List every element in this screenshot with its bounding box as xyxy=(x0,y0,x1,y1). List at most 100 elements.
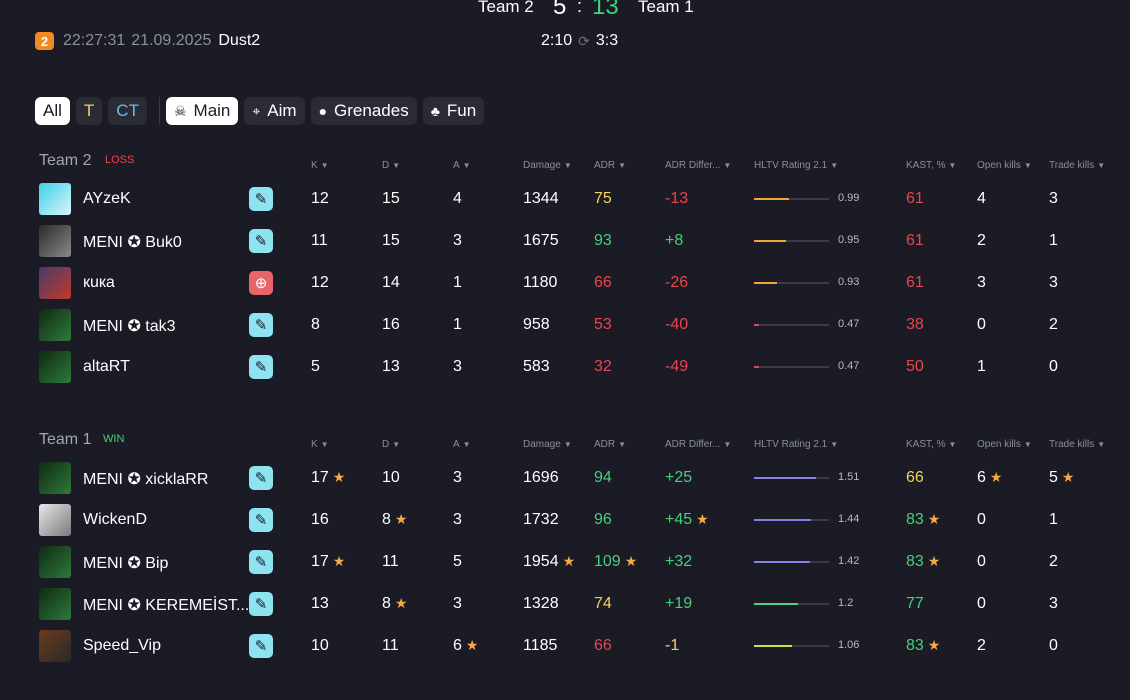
stat-value: -1 xyxy=(665,637,680,654)
stat-value: 66 xyxy=(906,469,924,486)
sort-caret-icon: ▼ xyxy=(618,440,627,449)
stat-value: 3 xyxy=(1049,190,1058,207)
player-name[interactable]: WickenD xyxy=(83,511,148,528)
stat-k: 13 xyxy=(311,595,329,613)
stat-value: 83 xyxy=(906,553,924,570)
stat-value: 77 xyxy=(906,595,924,612)
filter-all[interactable]: All xyxy=(35,97,70,125)
stat-value: 1328 xyxy=(523,595,559,612)
player-name[interactable]: MENI ✪ KEREMEİST... xyxy=(83,597,250,614)
crosshair-icon: ⌖ xyxy=(252,102,261,119)
sort-caret-icon: ▼ xyxy=(1023,440,1032,449)
filter-divider xyxy=(158,97,160,125)
column-header[interactable]: D ▼ xyxy=(382,160,400,171)
column-header[interactable]: Trade kills ▼ xyxy=(1049,439,1105,450)
pencil-icon: ✎ xyxy=(254,470,268,487)
stat-adr-diff: +8 xyxy=(665,232,683,250)
stat-open: 0 xyxy=(977,316,986,334)
pencil-icon: ✎ xyxy=(254,596,268,613)
player-row[interactable]: WickenD ✎ 16 8 ★ 3 1732 96 +45 ★ 1.44 83 ★ 0 1 xyxy=(0,504,1130,536)
rating-value: 0.95 xyxy=(838,234,860,246)
column-header[interactable]: ADR ▼ xyxy=(594,439,626,450)
column-header[interactable]: K ▼ xyxy=(311,439,329,450)
column-header[interactable]: HLTV Rating 2.1 ▼ xyxy=(754,439,838,450)
rating-bar-fill xyxy=(754,477,816,479)
stat-value: -13 xyxy=(665,190,689,207)
column-header-label: Open kills xyxy=(977,439,1021,450)
column-header[interactable]: ADR Differ... ▼ xyxy=(665,439,731,450)
player-row[interactable]: MENI ✪ Buk0 ✎ 11 15 3 1675 93 +8 0.95 61 2 1 xyxy=(0,225,1130,257)
stat-value: 1180 xyxy=(523,274,558,291)
stat-value: 0 xyxy=(977,316,986,333)
player-row[interactable]: MENI ✪ Bip ✎ 17 ★ 11 5 1954 ★ 109 ★ +32 1.42 83 ★ 0 2 xyxy=(0,546,1130,578)
column-header[interactable]: HLTV Rating 2.1 ▼ xyxy=(754,160,838,171)
rating-value: 0.47 xyxy=(838,360,860,372)
rating-bar-fill xyxy=(754,240,787,242)
player-row[interactable]: кuкa ⊕ 12 14 1 1180 66 -26 0.93 61 3 3 xyxy=(0,267,1130,299)
sort-caret-icon: ▼ xyxy=(320,440,329,449)
column-header[interactable]: ADR ▼ xyxy=(594,160,626,171)
column-header-label: HLTV Rating 2.1 xyxy=(754,160,828,171)
player-row[interactable]: Speed_Vip ✎ 10 11 6 ★ 1185 66 -1 1.06 83 ★ 2 0 xyxy=(0,630,1130,662)
stat-adr-diff: -26 xyxy=(665,274,688,292)
pencil-icon: ✎ xyxy=(254,359,268,376)
rating-bar-fill xyxy=(754,198,789,200)
column-header[interactable]: D ▼ xyxy=(382,439,400,450)
column-header[interactable]: K ▼ xyxy=(311,160,329,171)
column-header[interactable]: ADR Differ... ▼ xyxy=(665,160,731,171)
player-name[interactable]: кuкa xyxy=(83,274,115,291)
stat-k: 10 xyxy=(311,637,329,655)
stat-open: 3 xyxy=(977,274,986,292)
pencil-icon: ✎ xyxy=(254,191,268,208)
column-header[interactable]: Trade kills ▼ xyxy=(1049,160,1105,171)
stat-value: 8 xyxy=(311,316,320,333)
player-row[interactable]: MENI ✪ tak3 ✎ 8 16 1 958 53 -40 0.47 38 0 2 xyxy=(0,309,1130,341)
stat-trade: 3 xyxy=(1049,595,1058,613)
column-header[interactable]: Damage ▼ xyxy=(523,160,572,171)
stat-open: 0 xyxy=(977,595,986,613)
sort-caret-icon: ▼ xyxy=(392,440,401,449)
stat-value: +45 xyxy=(665,511,693,528)
rating-value: 1.44 xyxy=(838,513,860,525)
sort-caret-icon: ▼ xyxy=(723,161,732,170)
player-row[interactable]: MENI ✪ KEREMEİST... ✎ 13 8 ★ 3 1328 74 +19 1.2 77 0… xyxy=(0,588,1130,620)
player-row[interactable]: altaRT ✎ 5 13 3 583 32 -49 0.47 50 1 0 xyxy=(0,351,1130,383)
player-name[interactable]: MENI ✪ xicklaRR xyxy=(83,471,209,488)
role-badge: ✎ xyxy=(249,592,273,616)
tab-fun[interactable]: ♣ Fun xyxy=(422,97,485,125)
player-row[interactable]: AYzeK ✎ 12 15 4 1344 75 -13 0.99 61 4 3 xyxy=(0,183,1130,215)
column-header[interactable]: KAST, % ▼ xyxy=(906,439,956,450)
player-name[interactable]: Speed_Vip xyxy=(83,637,161,654)
player-row[interactable]: MENI ✪ xicklaRR ✎ 17 ★ 10 3 1696 94 +25 1.51 66 6 ★ 5… xyxy=(0,462,1130,494)
stat-d: 15 xyxy=(382,190,400,208)
best-star-icon: ★ xyxy=(927,511,941,527)
column-header[interactable]: Open kills ▼ xyxy=(977,439,1032,450)
sort-caret-icon: ▼ xyxy=(1097,161,1106,170)
best-star-icon: ★ xyxy=(927,553,941,569)
column-header-label: D xyxy=(382,160,390,171)
column-header[interactable]: KAST, % ▼ xyxy=(906,160,956,171)
filter-ct[interactable]: CT xyxy=(108,97,147,125)
tab-main[interactable]: ☠ Main xyxy=(165,97,239,125)
stat-value: 1344 xyxy=(523,190,559,207)
column-header[interactable]: A ▼ xyxy=(453,439,471,450)
column-header-label: Damage xyxy=(523,439,561,450)
avatar xyxy=(39,309,71,341)
player-name[interactable]: altaRT xyxy=(83,358,130,375)
stat-value: +19 xyxy=(665,595,693,612)
player-name[interactable]: AYzeK xyxy=(83,190,131,207)
player-name[interactable]: MENI ✪ Buk0 xyxy=(83,234,182,251)
tab-aim[interactable]: ⌖ Aim xyxy=(244,97,305,125)
column-header[interactable]: A ▼ xyxy=(453,160,471,171)
column-header[interactable]: Open kills ▼ xyxy=(977,160,1032,171)
tab-grenades[interactable]: ● Grenades xyxy=(310,97,417,125)
player-name[interactable]: MENI ✪ Bip xyxy=(83,555,169,572)
column-header-label: K xyxy=(311,160,318,171)
player-name[interactable]: MENI ✪ tak3 xyxy=(83,318,176,335)
stat-kast: 61 xyxy=(906,190,924,208)
stat-value: 83 xyxy=(906,511,924,528)
stat-kast: 66 xyxy=(906,469,924,487)
filter-t[interactable]: T xyxy=(75,97,103,125)
column-header[interactable]: Damage ▼ xyxy=(523,439,572,450)
stat-value: 16 xyxy=(382,316,400,333)
